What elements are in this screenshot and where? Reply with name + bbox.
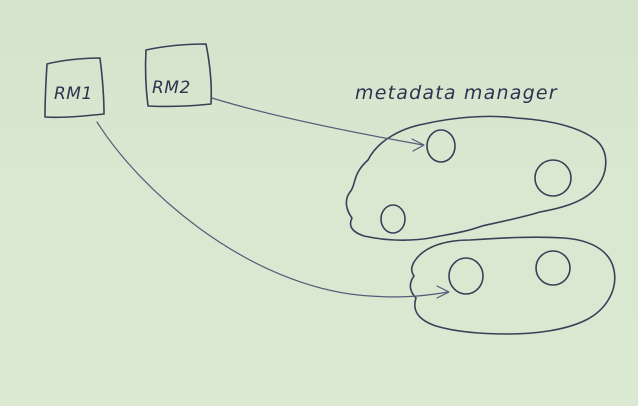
rm1-label: RM1	[54, 84, 93, 104]
lower-cluster	[409, 236, 616, 335]
rm1-arrowhead	[436, 285, 450, 299]
rm1-node: RM1	[44, 57, 105, 119]
metadata-manager-label: metadata manager	[355, 82, 558, 104]
rm2-arrowhead	[411, 138, 425, 152]
upper-node-right	[534, 159, 572, 197]
rm1-to-lower-edge	[96, 121, 449, 298]
upper-cluster	[345, 115, 607, 241]
upper-node-target	[426, 129, 456, 163]
rm2-node: RM2	[144, 43, 213, 108]
lower-node-right	[535, 250, 571, 286]
rm1-box	[44, 57, 105, 119]
rm2-label: RM2	[152, 78, 191, 98]
upper-node-left	[380, 204, 406, 234]
lower-node-target	[448, 257, 484, 295]
rm2-to-upper-edge	[211, 97, 424, 146]
rm2-box	[144, 43, 213, 108]
